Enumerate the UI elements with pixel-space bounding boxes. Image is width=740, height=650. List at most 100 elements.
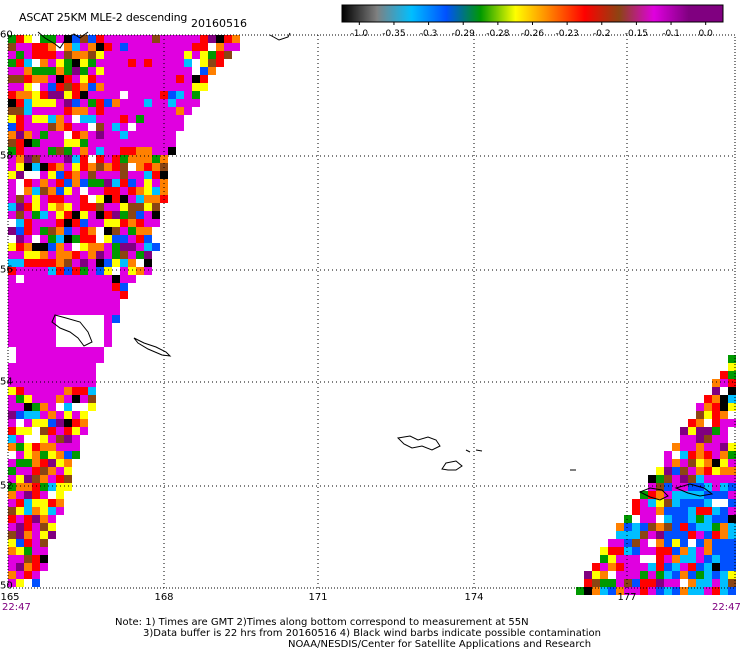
data-cell (56, 115, 64, 123)
data-cell (96, 59, 104, 67)
data-cell (64, 427, 72, 435)
data-cell (664, 467, 672, 475)
data-cell (104, 243, 112, 251)
data-cell (112, 171, 120, 179)
data-cell (72, 395, 80, 403)
data-cell (704, 515, 712, 523)
data-cell (144, 59, 152, 67)
data-cell (80, 83, 88, 91)
data-cell (24, 467, 32, 475)
data-cell (88, 43, 96, 51)
data-cell (624, 555, 632, 563)
data-cell (24, 339, 32, 347)
data-cell (24, 323, 32, 331)
data-cell (32, 331, 40, 339)
data-cell (656, 555, 664, 563)
data-cell (80, 35, 88, 43)
map-date: 20160516 (191, 17, 247, 30)
data-cell (56, 459, 64, 467)
data-cell (88, 219, 96, 227)
data-cell (8, 59, 16, 67)
data-cell (24, 515, 32, 523)
colorbar-segment (688, 5, 724, 22)
data-cell (40, 171, 48, 179)
data-cell (16, 51, 24, 59)
data-cell (8, 115, 16, 123)
data-cell (56, 155, 64, 163)
data-cell (16, 251, 24, 259)
data-cell (48, 171, 56, 179)
data-cell (56, 211, 64, 219)
data-cell (64, 291, 72, 299)
data-cell (128, 171, 136, 179)
data-cell (16, 211, 24, 219)
data-cell (232, 43, 240, 51)
data-cell (16, 347, 24, 355)
data-cell (72, 379, 80, 387)
data-cell (16, 107, 24, 115)
data-cell (48, 139, 56, 147)
data-cell (80, 219, 88, 227)
data-cell (8, 283, 16, 291)
data-cell (8, 171, 16, 179)
data-cell (8, 267, 16, 275)
data-cell (104, 187, 112, 195)
data-cell (728, 467, 736, 475)
data-cell (104, 115, 112, 123)
data-cell (16, 307, 24, 315)
data-cell (32, 459, 40, 467)
data-cell (72, 139, 80, 147)
data-cell (40, 155, 48, 163)
data-cell (72, 259, 80, 267)
data-cell (680, 443, 688, 451)
data-cell (120, 211, 128, 219)
data-cell (64, 91, 72, 99)
data-cell (120, 227, 128, 235)
data-cell (672, 475, 680, 483)
data-cell (176, 115, 184, 123)
data-cell (120, 195, 128, 203)
data-cell (56, 291, 64, 299)
data-cell (56, 243, 64, 251)
data-cell (720, 531, 728, 539)
data-cell (144, 123, 152, 131)
data-cell (104, 195, 112, 203)
data-cell (104, 299, 112, 307)
data-cell (656, 563, 664, 571)
data-cell (80, 259, 88, 267)
data-cell (72, 419, 80, 427)
data-cell (224, 35, 232, 43)
data-cell (168, 147, 176, 155)
data-cell (672, 563, 680, 571)
data-cell (712, 571, 720, 579)
data-cell (688, 419, 696, 427)
data-cell (32, 211, 40, 219)
data-cell (128, 235, 136, 243)
data-cell (8, 99, 16, 107)
data-cell (48, 259, 56, 267)
data-cell (64, 475, 72, 483)
data-cell (144, 267, 152, 275)
data-cell (152, 51, 160, 59)
data-cell (40, 499, 48, 507)
data-cell (48, 195, 56, 203)
data-cell (184, 99, 192, 107)
data-cell (104, 67, 112, 75)
data-cell (56, 371, 64, 379)
data-cell (8, 195, 16, 203)
data-cell (120, 51, 128, 59)
data-cell (24, 35, 32, 43)
data-cell (32, 467, 40, 475)
data-cell (16, 579, 24, 587)
data-cell (104, 123, 112, 131)
data-cell (16, 427, 24, 435)
data-cell (688, 451, 696, 459)
data-cell (96, 83, 104, 91)
data-cell (48, 299, 56, 307)
data-cell (712, 427, 720, 435)
data-cell (96, 115, 104, 123)
data-cell (96, 67, 104, 75)
data-cell (720, 563, 728, 571)
data-cell (40, 203, 48, 211)
data-cell (48, 83, 56, 91)
